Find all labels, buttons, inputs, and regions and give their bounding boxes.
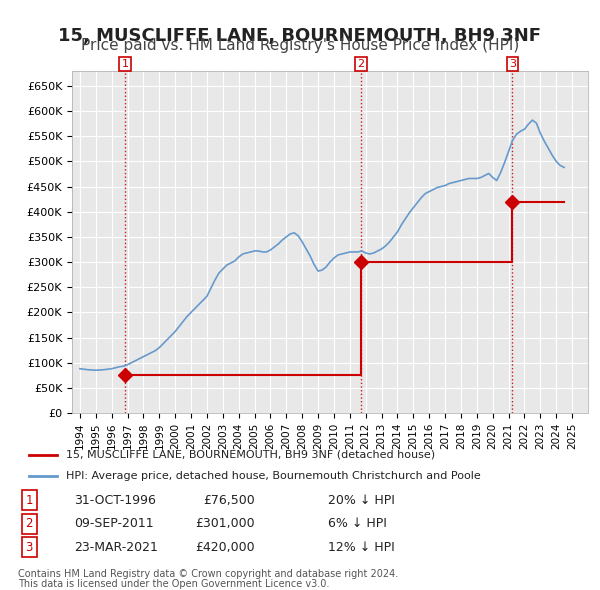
Text: 15, MUSCLIFFE LANE, BOURNEMOUTH, BH9 3NF (detached house): 15, MUSCLIFFE LANE, BOURNEMOUTH, BH9 3NF… (66, 450, 435, 460)
Text: 2: 2 (26, 517, 33, 530)
Text: £76,500: £76,500 (203, 493, 255, 507)
Text: This data is licensed under the Open Government Licence v3.0.: This data is licensed under the Open Gov… (18, 579, 329, 589)
Text: 23-MAR-2021: 23-MAR-2021 (74, 540, 158, 554)
Text: 20% ↓ HPI: 20% ↓ HPI (328, 493, 395, 507)
Text: 31-OCT-1996: 31-OCT-1996 (74, 493, 156, 507)
Text: 12% ↓ HPI: 12% ↓ HPI (328, 540, 395, 554)
Text: 1: 1 (26, 493, 33, 507)
Text: £420,000: £420,000 (195, 540, 255, 554)
Text: Price paid vs. HM Land Registry's House Price Index (HPI): Price paid vs. HM Land Registry's House … (81, 38, 519, 53)
Text: £301,000: £301,000 (195, 517, 255, 530)
Text: 1: 1 (121, 59, 128, 69)
Text: 15, MUSCLIFFE LANE, BOURNEMOUTH, BH9 3NF: 15, MUSCLIFFE LANE, BOURNEMOUTH, BH9 3NF (59, 27, 542, 45)
Text: 2: 2 (357, 59, 364, 69)
Text: 3: 3 (509, 59, 516, 69)
Text: Contains HM Land Registry data © Crown copyright and database right 2024.: Contains HM Land Registry data © Crown c… (18, 569, 398, 579)
Text: 3: 3 (26, 540, 33, 554)
Text: 09-SEP-2011: 09-SEP-2011 (74, 517, 154, 530)
Text: 6% ↓ HPI: 6% ↓ HPI (328, 517, 387, 530)
Text: HPI: Average price, detached house, Bournemouth Christchurch and Poole: HPI: Average price, detached house, Bour… (66, 471, 481, 481)
